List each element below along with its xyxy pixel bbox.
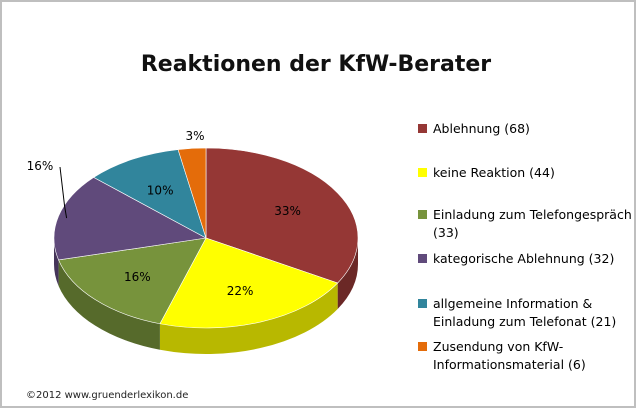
pie-percent-label-4: 16%: [27, 159, 54, 173]
legend-item-3: Einladung zum Telefongespräch (33): [418, 206, 632, 242]
legend-label-1: Ablehnung (68): [433, 121, 530, 136]
pie-slice-1: [205, 147, 359, 284]
pie-slice-3: [58, 237, 207, 325]
pie-slice-side-2: [159, 283, 338, 354]
legend-item-2: keine Reaktion (44): [418, 164, 632, 182]
pie-percent-label-2: 22%: [227, 284, 254, 298]
legend-swatch-3: [418, 210, 427, 219]
pie-slice-4: [53, 177, 207, 261]
legend-label-2: keine Reaktion (44): [433, 165, 555, 180]
chart-title: Reaktionen der KfW-Berater: [140, 52, 492, 77]
pie-slice-2: [159, 237, 339, 329]
legend-item-1: Ablehnung (68): [418, 120, 632, 138]
legend-item-6: Zusendung von KfW-Informationsmaterial (…: [418, 338, 632, 374]
pie-percent-label-5: 10%: [147, 183, 174, 197]
legend-label-4: kategorische Ablehnung (32): [433, 251, 615, 266]
pie-slice-6: [177, 147, 207, 239]
pie-slice-side-3: [58, 259, 160, 350]
legend-label-5: allgemeine Information & Einladung zum T…: [433, 296, 617, 329]
legend-swatch-5: [418, 299, 427, 308]
legend-swatch-4: [418, 254, 427, 263]
legend-item-5: allgemeine Information & Einladung zum T…: [418, 295, 632, 331]
copyright-credit: ©2012 www.gruenderlexikon.de: [26, 390, 189, 401]
pie-slice-side-1: [337, 238, 358, 309]
leader-line-4: [59, 166, 68, 219]
legend-label-3: Einladung zum Telefongespräch (33): [433, 207, 632, 240]
legend-swatch-1: [418, 124, 427, 133]
pie-slice-5: [93, 149, 207, 239]
pie-percent-label-1: 33%: [274, 204, 301, 218]
legend-swatch-6: [418, 342, 427, 351]
legend-label-6: Zusendung von KfW-Informationsmaterial (…: [433, 339, 586, 372]
legend-swatch-2: [418, 168, 427, 177]
pie-percent-label-3: 16%: [124, 270, 151, 284]
legend-item-4: kategorische Ablehnung (32): [418, 250, 632, 268]
pie-percent-label-6: 3%: [185, 129, 204, 143]
